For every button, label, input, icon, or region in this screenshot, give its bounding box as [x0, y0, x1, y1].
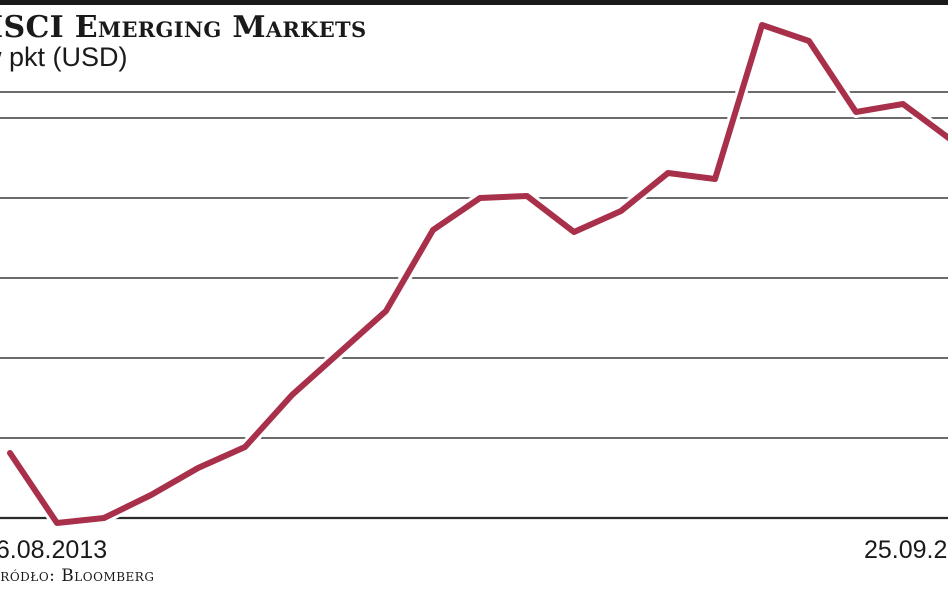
chart-subtitle: w pkt (USD) [0, 42, 128, 72]
x-tick-start: 26.08.2013 [0, 536, 108, 564]
series-line-halo [4, 19, 948, 529]
x-tick-end: 25.09.2013 [864, 536, 948, 564]
gridlines [0, 91, 948, 520]
source-note: Źródło: Bloomberg [0, 566, 155, 586]
series-line [7, 22, 948, 526]
series-group [4, 19, 948, 529]
chart-title: MSCI Emerging Markets [0, 10, 367, 45]
top-rule [0, 0, 948, 5]
